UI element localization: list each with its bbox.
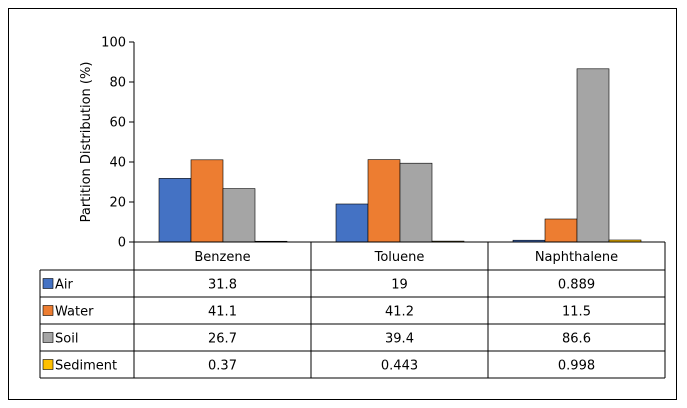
legend-label: Air <box>55 278 74 293</box>
legend-swatch <box>42 278 54 289</box>
data-label: 26.7 <box>208 332 237 347</box>
y-tick-label: 40 <box>109 156 126 171</box>
category-label: Benzene <box>194 250 250 265</box>
legend-swatch <box>42 305 54 316</box>
data-label: 0.37 <box>208 359 237 374</box>
bar <box>190 159 224 243</box>
legend-swatch <box>42 359 54 370</box>
data-label: 19 <box>391 278 408 293</box>
data-label: 0.998 <box>558 359 595 374</box>
data-label: 0.443 <box>381 359 418 374</box>
data-label: 39.4 <box>385 332 414 347</box>
y-tick-label: 60 <box>109 116 126 131</box>
bar <box>367 159 401 243</box>
legend-swatch <box>42 332 54 343</box>
legend-label: Soil <box>55 332 78 347</box>
bar <box>399 162 433 243</box>
y-tick-label: 100 <box>101 36 126 51</box>
y-axis-label: Partition Distribution (%) <box>79 62 94 223</box>
data-label: 86.6 <box>562 332 591 347</box>
bar <box>544 218 578 243</box>
data-label: 41.2 <box>385 305 414 320</box>
bar <box>576 68 610 243</box>
data-label: 31.8 <box>208 278 237 293</box>
data-label: 0.889 <box>558 278 595 293</box>
data-label: 41.1 <box>208 305 237 320</box>
y-tick-label: 80 <box>109 76 126 91</box>
y-tick-label: 0 <box>118 236 126 251</box>
category-label: Naphthalene <box>535 250 618 265</box>
bar <box>222 188 256 243</box>
y-tick-label: 20 <box>109 196 126 211</box>
data-label: 11.5 <box>562 305 591 320</box>
bar <box>158 178 192 243</box>
legend-label: Water <box>55 305 94 320</box>
legend-label: Sediment <box>55 359 117 374</box>
category-label: Toluene <box>374 250 425 265</box>
bar <box>335 203 369 243</box>
